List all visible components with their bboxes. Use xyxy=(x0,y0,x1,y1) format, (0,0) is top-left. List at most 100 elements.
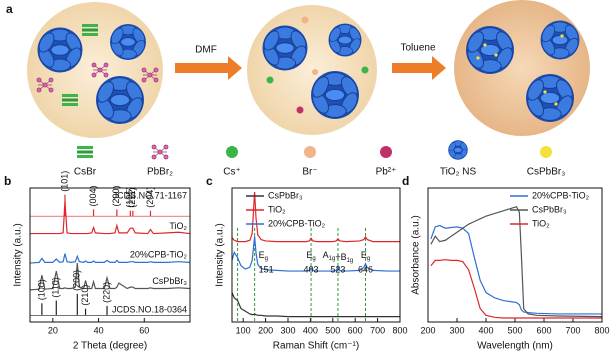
legend-label: TiO₂ xyxy=(532,218,550,228)
legend-label: Cs⁺ xyxy=(223,167,241,178)
x-tick-label: 700 xyxy=(565,325,580,335)
cspbbr3-dots xyxy=(476,34,564,106)
legend-icon xyxy=(77,146,93,158)
legend-label: CsPbBr₃ xyxy=(532,204,567,214)
legend-icon xyxy=(226,146,238,158)
series-label: 20%CPB-TiO₂ xyxy=(130,250,188,260)
legend-icon xyxy=(304,146,316,158)
x-tick-label: 300 xyxy=(280,325,295,335)
peak-index: (204) xyxy=(145,187,155,208)
x-tick-label: 300 xyxy=(449,325,464,335)
peak-index: (101) xyxy=(59,171,69,192)
x-tick-label: 200 xyxy=(420,325,435,335)
peak-position: 403 xyxy=(304,264,319,274)
x-tick-label: 60 xyxy=(139,325,149,335)
x-tick-label: 500 xyxy=(507,325,522,335)
x-tick-label: 700 xyxy=(370,325,385,335)
symbol-subscript: g xyxy=(367,256,370,262)
peak-index: (100) xyxy=(36,279,46,300)
ion xyxy=(301,16,309,24)
symbol-subscript: 1g xyxy=(347,258,354,264)
y-axis-label: Intensity (a.u.) xyxy=(215,223,226,286)
series-line xyxy=(29,262,191,291)
symbol-subscript: 1g xyxy=(329,256,336,262)
legend-label: CsPbBr₃ xyxy=(268,190,303,200)
arrow xyxy=(392,56,446,80)
legend-label: PbBr₂ xyxy=(147,167,173,178)
peak-index: (004) xyxy=(88,185,98,206)
peak-position: 151 xyxy=(259,264,274,274)
peak-index: (110) xyxy=(51,277,61,297)
peak-index: (211) xyxy=(127,187,137,207)
legend-icon xyxy=(151,144,169,160)
legend-label: Pb²⁺ xyxy=(376,167,397,178)
x-tick-label: 20 xyxy=(48,325,58,335)
arrow xyxy=(175,56,242,80)
x-axis-label: 2 Theta (degree) xyxy=(73,341,147,352)
dissolved-solution xyxy=(247,5,377,135)
series-label: TiO₂ xyxy=(169,221,187,231)
pattern-name: JCDS.NO.18-0364 xyxy=(112,305,187,315)
peak-index: (210) xyxy=(80,285,90,306)
y-axis-label: Intensity (a.u.) xyxy=(13,223,24,286)
x-axis-label: Wavelength (nm) xyxy=(477,341,553,352)
csbr-crystal xyxy=(62,94,78,106)
x-tick-label: 400 xyxy=(303,325,318,335)
csbr-crystal xyxy=(82,24,98,36)
legend-label: 20%CPB-TiO₂ xyxy=(532,190,590,200)
series-line xyxy=(231,292,400,318)
symbol-subscript: g xyxy=(312,256,315,262)
legend-label: CsPbBr₃ xyxy=(527,167,566,178)
panel-letter: b xyxy=(4,174,11,188)
ion xyxy=(266,76,274,84)
plot-frame xyxy=(231,187,401,323)
peak-symbol: Eg xyxy=(361,250,370,261)
symbol-text: E xyxy=(259,250,265,260)
series-line xyxy=(29,253,191,264)
symbol-text: E xyxy=(306,250,312,260)
series-line xyxy=(430,224,602,315)
series-line xyxy=(30,201,191,235)
x-tick-label: 800 xyxy=(594,325,609,335)
x-tick-label: 40 xyxy=(94,325,104,335)
ion xyxy=(296,106,304,114)
step-label: Toluene xyxy=(400,43,435,54)
plot-frame xyxy=(427,187,603,323)
peak-index: (105) xyxy=(125,187,135,208)
symbol-text: +B xyxy=(335,252,346,262)
series-line xyxy=(231,236,400,272)
legend-label: TiO₂ xyxy=(268,204,286,214)
legend-icon xyxy=(540,146,552,158)
ion xyxy=(361,66,369,74)
x-tick-label: 600 xyxy=(536,325,551,335)
series-line xyxy=(430,259,602,319)
peak-index: (220) xyxy=(101,282,111,303)
peak-position: 646 xyxy=(358,264,373,274)
step-label: DMF xyxy=(195,45,217,56)
panel-letter: a xyxy=(6,2,13,16)
peak-index: (200) xyxy=(111,185,121,206)
panel-letter: d xyxy=(402,174,409,188)
y-axis-label: Absorbance (a.u.) xyxy=(411,215,422,295)
x-tick-label: 800 xyxy=(392,325,407,335)
x-tick-label: 500 xyxy=(325,325,340,335)
legend-label: 20%CPB-TiO₂ xyxy=(268,218,326,228)
legend-icon xyxy=(380,146,392,158)
series-label: CsPbBr₃ xyxy=(152,276,187,286)
ion xyxy=(312,69,318,75)
legend-label: TiO₂ NS xyxy=(440,167,477,178)
x-tick-label: 400 xyxy=(478,325,493,335)
x-tick-label: 600 xyxy=(348,325,363,335)
legend-icon xyxy=(447,140,469,160)
x-tick-label: 200 xyxy=(258,325,273,335)
x-axis-label: Raman Shift (cm⁻¹) xyxy=(273,341,359,352)
series-line xyxy=(430,206,603,318)
x-tick-label: 100 xyxy=(236,325,251,335)
symbol-text: E xyxy=(361,250,367,260)
legend-label: CsBr xyxy=(74,167,97,178)
symbol-subscript: g xyxy=(265,256,268,262)
legend-label: Br⁻ xyxy=(302,167,317,178)
peak-symbol: Eg xyxy=(306,250,315,261)
panel-a: a DMF Toluene CsBr PbBr₂ xyxy=(6,0,590,178)
